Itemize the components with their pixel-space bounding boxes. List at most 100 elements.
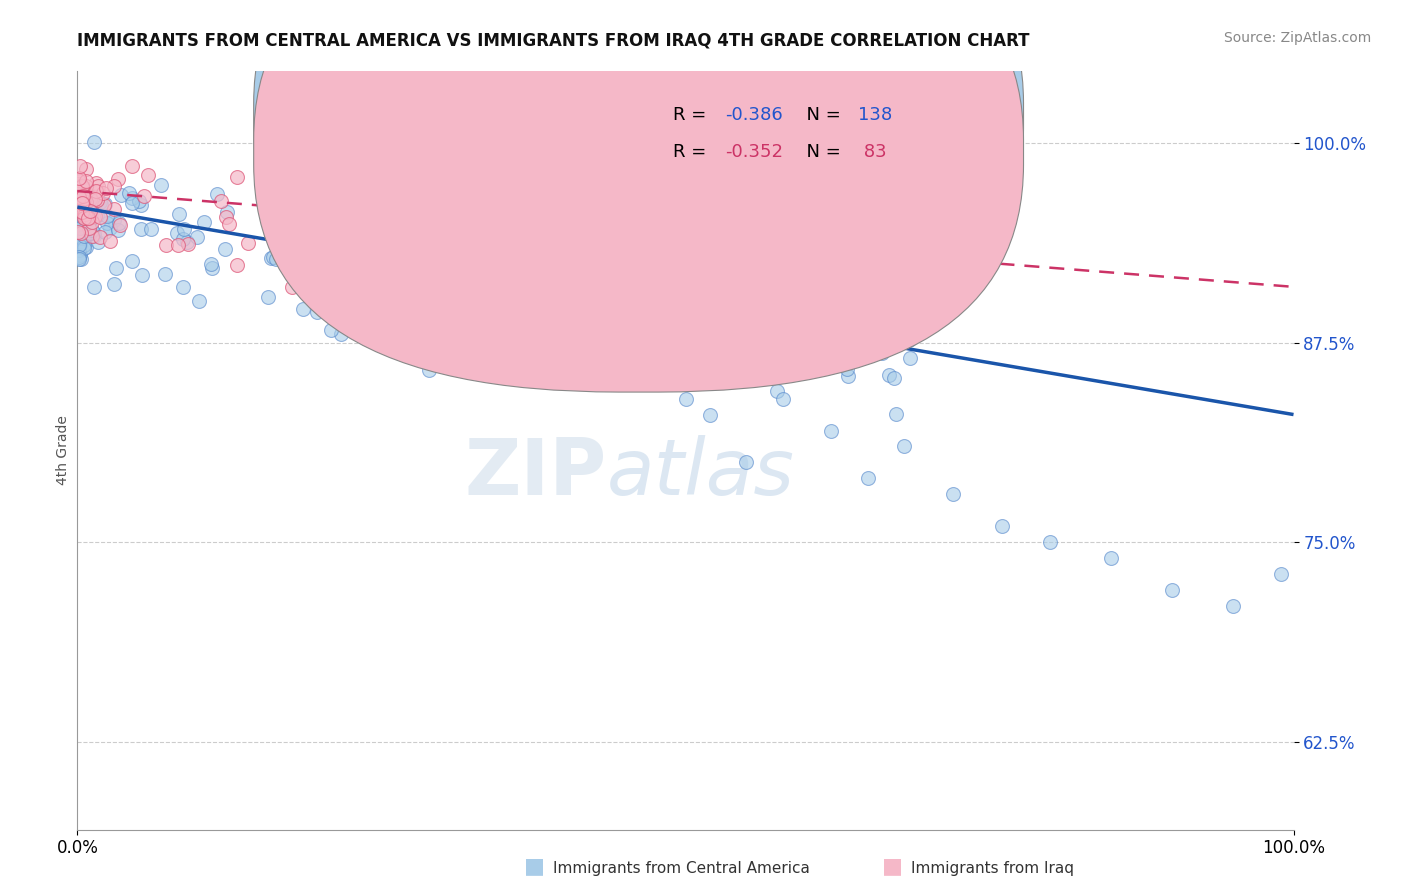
Point: [893, 440, 915, 454]
Point: [72, 237, 94, 252]
FancyBboxPatch shape: [253, 0, 1024, 392]
Point: [477, 305, 499, 319]
Point: [67, 189, 90, 203]
Point: [93, 225, 115, 239]
Point: [69, 200, 91, 214]
Point: [67, 250, 90, 264]
Point: [89, 230, 111, 244]
Point: [136, 169, 159, 183]
Point: [83, 196, 105, 211]
Point: [1099, 551, 1122, 566]
Point: [73, 204, 96, 219]
Point: [942, 487, 965, 501]
Point: [73, 195, 96, 210]
Text: N =: N =: [794, 106, 846, 124]
Point: [77, 198, 100, 212]
Text: ZIP: ZIP: [464, 435, 606, 511]
Point: [581, 297, 603, 311]
Point: [305, 305, 328, 319]
Point: [98, 221, 121, 235]
Point: [884, 408, 907, 422]
Point: [153, 267, 176, 281]
Point: [291, 301, 314, 316]
Point: [209, 194, 232, 209]
Point: [375, 213, 398, 227]
Point: [463, 347, 485, 361]
Point: [264, 252, 287, 266]
Point: [73, 205, 96, 219]
Point: [897, 333, 920, 347]
Point: [72, 241, 94, 255]
Point: [84, 192, 107, 206]
Point: [173, 222, 195, 236]
Point: [80, 211, 103, 226]
Point: [69, 237, 91, 252]
Point: [121, 196, 143, 211]
Point: [399, 322, 422, 336]
Point: [103, 202, 125, 216]
Point: [67, 190, 90, 204]
Point: [96, 210, 118, 224]
Point: [640, 282, 662, 296]
Point: [107, 172, 129, 186]
Point: [86, 209, 108, 223]
Point: [83, 226, 105, 240]
Point: [69, 218, 91, 232]
Text: ■: ■: [883, 856, 903, 876]
Text: -0.352: -0.352: [725, 143, 783, 161]
Point: [735, 455, 758, 469]
Point: [110, 188, 132, 202]
Point: [110, 219, 132, 233]
Point: [98, 234, 121, 248]
Point: [214, 242, 236, 256]
Point: [281, 280, 304, 294]
Point: [70, 200, 93, 214]
Point: [856, 471, 879, 485]
Point: [107, 223, 129, 237]
Point: [900, 351, 922, 366]
Point: [121, 159, 143, 173]
Point: [883, 371, 905, 385]
Point: [226, 258, 249, 272]
Point: [89, 194, 111, 209]
Point: [67, 194, 90, 208]
Text: 138: 138: [858, 106, 893, 124]
Point: [77, 221, 100, 235]
Point: [82, 228, 104, 243]
Point: [260, 252, 283, 266]
Point: [73, 183, 96, 197]
Point: [605, 332, 627, 346]
Point: [75, 211, 97, 225]
Text: R =: R =: [673, 106, 713, 124]
Point: [321, 279, 343, 293]
Point: [172, 279, 194, 293]
Text: ■: ■: [524, 856, 544, 876]
Point: [69, 183, 91, 197]
Point: [70, 194, 93, 209]
Point: [176, 235, 198, 249]
Point: [350, 257, 373, 271]
Point: [1161, 583, 1184, 598]
Point: [75, 240, 97, 254]
Point: [87, 186, 110, 200]
Point: [69, 209, 91, 223]
Point: [150, 178, 173, 192]
Point: [69, 179, 91, 194]
Point: [412, 329, 434, 343]
Text: R =: R =: [673, 143, 713, 161]
Point: [73, 194, 96, 209]
Point: [87, 235, 110, 249]
Point: [77, 193, 100, 207]
Point: [131, 268, 153, 282]
Point: [1270, 567, 1292, 582]
Point: [765, 384, 787, 398]
Point: [121, 253, 143, 268]
Point: [86, 194, 108, 208]
Point: [378, 287, 401, 301]
Text: 83: 83: [858, 143, 887, 161]
Point: [699, 408, 721, 422]
Point: [93, 198, 115, 212]
Point: [79, 208, 101, 222]
Point: [108, 216, 131, 230]
Point: [67, 182, 90, 196]
